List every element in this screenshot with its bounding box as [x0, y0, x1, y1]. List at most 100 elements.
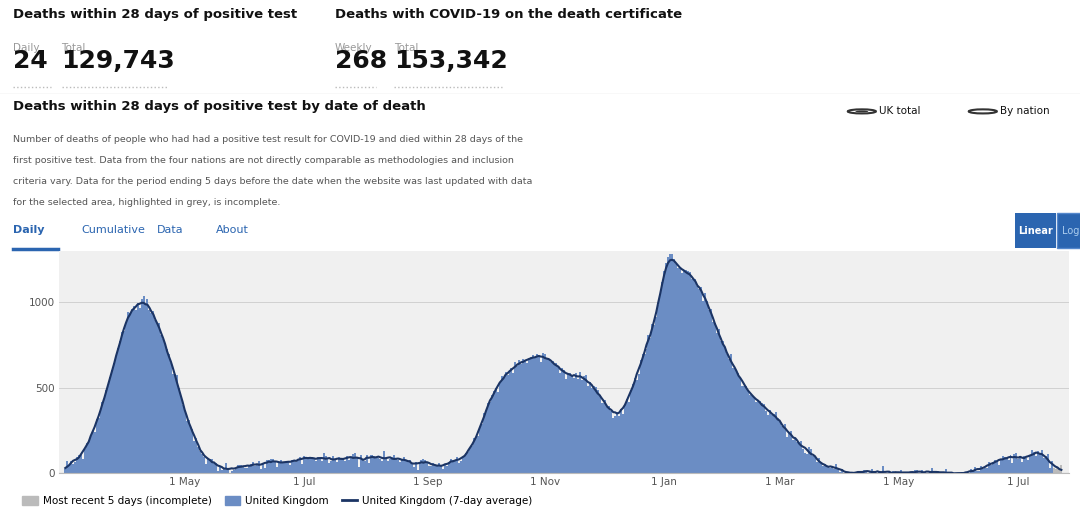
Text: for the selected area, highlighted in grey, is incomplete.: for the selected area, highlighted in gr…	[13, 199, 281, 208]
Bar	[193, 441, 195, 473]
Text: Deaths within 28 days of positive test by date of death: Deaths within 28 days of positive test b…	[13, 100, 426, 113]
Bar	[712, 322, 714, 473]
Bar	[442, 469, 444, 473]
Bar	[220, 470, 222, 473]
Bar	[313, 459, 314, 473]
Bar	[820, 463, 822, 473]
Bar	[72, 464, 75, 473]
Bar	[273, 461, 275, 473]
Bar	[424, 460, 427, 473]
Bar	[227, 468, 229, 473]
Bar	[516, 366, 518, 473]
Bar	[352, 453, 354, 473]
Bar	[738, 373, 740, 473]
Bar	[639, 360, 642, 473]
Bar	[511, 368, 512, 473]
Bar	[75, 462, 76, 473]
Bar	[835, 464, 837, 473]
Bar	[262, 463, 264, 473]
Bar	[996, 461, 998, 473]
Bar	[741, 386, 743, 473]
Bar	[1051, 461, 1053, 473]
Bar	[1041, 450, 1043, 473]
Bar	[465, 453, 468, 473]
Bar	[793, 440, 794, 473]
Bar	[333, 457, 335, 473]
Bar	[164, 344, 166, 473]
Bar	[702, 301, 704, 473]
Bar	[567, 373, 569, 473]
Bar	[972, 471, 974, 473]
Bar	[364, 461, 366, 473]
Bar	[207, 458, 210, 473]
Bar	[984, 469, 986, 473]
Bar	[123, 331, 125, 473]
Bar	[724, 348, 726, 473]
Bar	[314, 461, 316, 473]
Bar	[829, 468, 832, 473]
Bar	[179, 395, 181, 473]
Bar	[301, 464, 303, 473]
Bar	[622, 414, 624, 473]
Bar	[624, 405, 626, 473]
Text: 129,743: 129,743	[62, 49, 175, 73]
Bar	[444, 464, 446, 473]
Bar	[195, 438, 198, 473]
Bar	[509, 372, 511, 473]
Bar	[507, 375, 509, 473]
Bar	[432, 463, 434, 473]
Bar	[107, 386, 109, 473]
Bar	[1039, 453, 1041, 473]
Text: About: About	[216, 225, 248, 235]
Bar	[667, 257, 669, 473]
Bar	[258, 461, 260, 473]
Bar	[205, 464, 207, 473]
Bar	[393, 456, 395, 473]
Bar	[188, 420, 189, 473]
Bar	[104, 400, 106, 473]
Bar	[1027, 460, 1029, 473]
Bar	[1058, 468, 1061, 473]
Bar	[468, 452, 470, 473]
Bar	[846, 472, 847, 473]
Bar	[759, 401, 761, 473]
Bar	[137, 303, 138, 473]
Text: Total: Total	[62, 43, 86, 53]
Bar	[481, 424, 483, 473]
Bar	[564, 370, 565, 473]
Bar	[491, 395, 492, 473]
Bar	[268, 460, 270, 473]
Bar	[512, 372, 514, 473]
Bar	[354, 453, 356, 473]
Text: 153,342: 153,342	[394, 49, 508, 73]
Bar	[636, 380, 637, 473]
Bar	[446, 467, 448, 473]
Bar	[765, 411, 767, 473]
Bar	[166, 349, 168, 473]
Bar	[116, 357, 117, 473]
Bar	[386, 459, 388, 473]
Bar	[577, 379, 579, 473]
Bar	[581, 380, 583, 473]
Bar	[626, 399, 627, 473]
Bar	[834, 469, 835, 473]
Bar	[745, 386, 747, 473]
Bar	[530, 357, 532, 473]
Bar	[808, 447, 810, 473]
Bar	[246, 468, 248, 473]
Bar	[278, 462, 280, 473]
Bar	[976, 471, 978, 473]
Bar	[988, 462, 990, 473]
Bar	[456, 457, 458, 473]
Bar	[403, 457, 405, 473]
Bar	[671, 255, 673, 473]
Bar	[381, 461, 383, 473]
Bar	[559, 372, 562, 473]
Bar	[395, 460, 397, 473]
Bar	[102, 402, 104, 473]
Bar	[569, 373, 571, 473]
Bar	[427, 462, 429, 473]
Bar	[285, 462, 287, 473]
Bar	[203, 457, 205, 473]
Bar	[721, 342, 724, 473]
